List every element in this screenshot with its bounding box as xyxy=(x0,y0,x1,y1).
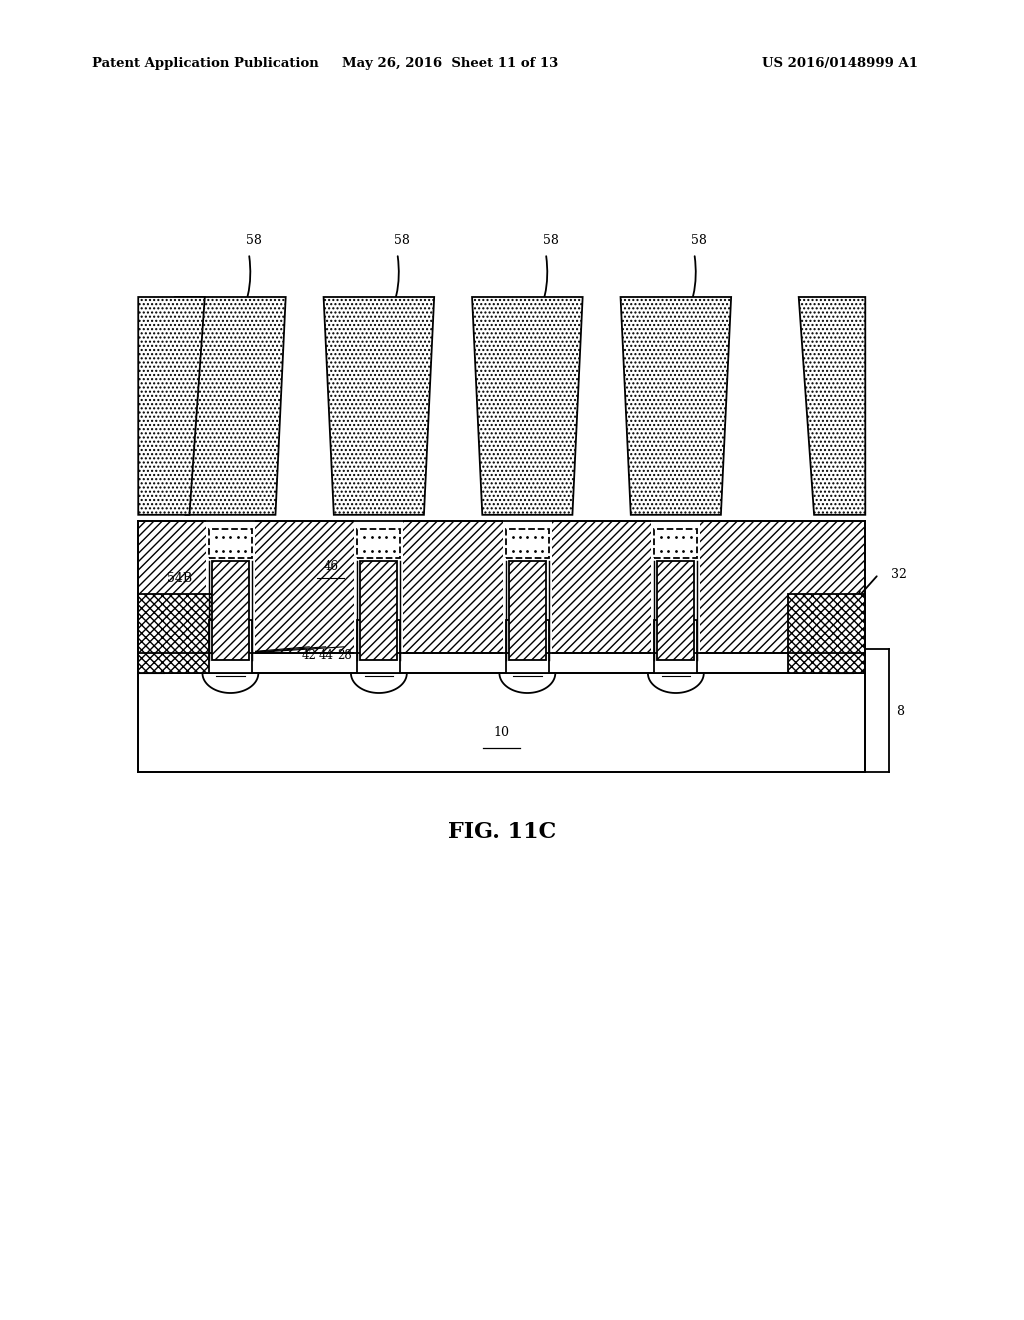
Polygon shape xyxy=(138,297,205,515)
Bar xyxy=(360,561,397,660)
Text: 42: 42 xyxy=(302,649,316,663)
Text: 8: 8 xyxy=(896,705,904,718)
Bar xyxy=(138,594,215,673)
Polygon shape xyxy=(621,297,731,515)
Bar xyxy=(212,561,249,660)
Text: 50: 50 xyxy=(488,366,505,379)
Bar xyxy=(354,511,403,656)
Text: 58: 58 xyxy=(691,234,708,247)
Polygon shape xyxy=(799,297,865,515)
Text: 30: 30 xyxy=(223,663,238,676)
Text: 58: 58 xyxy=(246,234,262,247)
Polygon shape xyxy=(175,297,286,515)
Text: FIG. 11C: FIG. 11C xyxy=(447,821,556,842)
Text: 58: 58 xyxy=(543,234,559,247)
Text: May 26, 2016  Sheet 11 of 13: May 26, 2016 Sheet 11 of 13 xyxy=(342,57,559,70)
Bar xyxy=(138,521,865,653)
Text: 58: 58 xyxy=(394,234,411,247)
Bar xyxy=(357,620,400,673)
Bar xyxy=(651,511,700,656)
Text: 12: 12 xyxy=(834,653,848,667)
Text: 46: 46 xyxy=(324,560,338,573)
Bar xyxy=(357,529,400,558)
Text: 32: 32 xyxy=(891,568,907,581)
Bar xyxy=(657,561,694,660)
Bar xyxy=(654,620,697,673)
Bar xyxy=(788,594,865,673)
Text: US 2016/0148999 A1: US 2016/0148999 A1 xyxy=(762,57,918,70)
Bar xyxy=(506,620,549,673)
Text: 44: 44 xyxy=(318,649,333,663)
Text: 30: 30 xyxy=(372,663,386,676)
Text: 10: 10 xyxy=(494,726,510,739)
Bar xyxy=(209,529,252,558)
Polygon shape xyxy=(324,297,434,515)
Text: 12: 12 xyxy=(144,653,159,667)
Bar xyxy=(654,529,697,558)
Bar xyxy=(209,620,252,673)
Text: 28: 28 xyxy=(337,649,351,663)
Text: 30: 30 xyxy=(669,663,683,676)
Text: Patent Application Publication: Patent Application Publication xyxy=(92,57,318,70)
Text: 30: 30 xyxy=(520,663,535,676)
Bar xyxy=(503,511,552,656)
Bar xyxy=(206,511,255,656)
Text: 54B: 54B xyxy=(167,572,193,585)
Polygon shape xyxy=(472,297,583,515)
Bar xyxy=(138,673,865,772)
Bar xyxy=(509,561,546,660)
Bar xyxy=(506,529,549,558)
